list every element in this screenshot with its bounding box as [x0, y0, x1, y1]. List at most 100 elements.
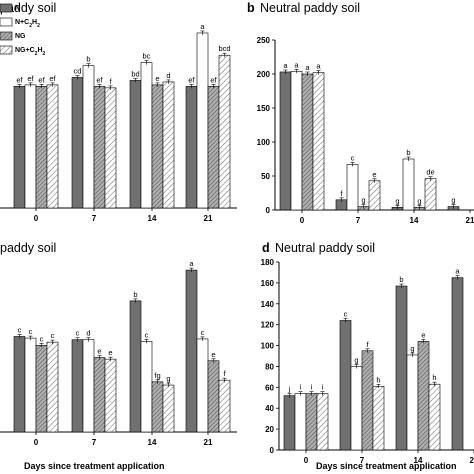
panel-d-title: Neutral paddy soil [275, 241, 375, 255]
x-tick-label-d: 7 [360, 456, 365, 465]
bar-c-n-day0 [13, 336, 26, 433]
x-tick-label-d: 14 [414, 456, 423, 465]
y-tick-label-d: 100 [261, 342, 275, 351]
x-tick-label-a: 0 [34, 214, 39, 223]
bar-b-ng-c2h2-day0 [312, 72, 325, 211]
bar-d-ng-c2h2-day7 [372, 385, 385, 451]
bar-c-ng-day14 [151, 381, 164, 433]
x-tick-label-c: 0 [34, 438, 39, 447]
significance-letter-a: d [166, 71, 170, 80]
significance-letter-a: f [109, 77, 112, 86]
bar-a-ng-day14 [151, 84, 164, 209]
bar-c-ng-c2h2-day14 [162, 384, 175, 433]
legend-label-n-c2h2: N+C2H2 [15, 19, 40, 29]
legend-swatch-ng [0, 31, 13, 41]
y-tick-label-d: 20 [265, 425, 274, 434]
significance-letter-b: g [395, 196, 399, 205]
significance-letter-d: a [455, 267, 460, 276]
significance-letter-c: f [223, 369, 226, 378]
significance-letter-a: ef [96, 75, 103, 84]
significance-letter-d: i [311, 383, 313, 392]
x-tick-label-b: 21 [466, 216, 474, 225]
y-tick-label-b: 150 [257, 104, 271, 113]
bar-d-ng-c2h2-day0 [316, 393, 329, 451]
bar-c-n-day7 [71, 339, 84, 433]
significance-letter-b: a [283, 61, 288, 70]
y-tick-label-b: 50 [261, 172, 270, 181]
significance-letter-a: bd [131, 69, 139, 78]
legend: N N+C2H2 NG NG+C2H2 [0, 3, 46, 57]
x-tick-label-a: 21 [204, 214, 213, 223]
bar-c-ng-day7 [93, 357, 106, 433]
significance-letter-c: e [108, 348, 112, 357]
bar-d-n-day21 [451, 277, 464, 451]
bar-d-n-c2h2-day14 [406, 354, 419, 451]
significance-letter-d: f [366, 340, 369, 349]
x-axis-title-left: Days since treatment application [24, 461, 165, 471]
y-tick-label-b: 250 [257, 36, 271, 45]
bar-a-ng-c2h2-day21 [218, 54, 231, 209]
bar-a-ng-c2h2-day14 [162, 81, 175, 209]
bar-d-ng-day0 [305, 393, 318, 451]
bar-d-n-day0 [283, 395, 296, 451]
x-tick-label-c: 21 [204, 438, 213, 447]
bar-d-ng-day14 [417, 341, 430, 451]
legend-label-n: N [15, 5, 20, 12]
significance-letter-c: a [189, 259, 194, 268]
significance-letter-c: c [201, 328, 205, 337]
significance-letter-c: c [40, 334, 44, 343]
y-tick-label-b: 0 [266, 206, 271, 215]
significance-letter-b: f [340, 189, 343, 198]
significance-letter-d: e [421, 330, 425, 339]
bar-b-n-c2h2-day14 [402, 158, 415, 211]
significance-letter-a: ef [38, 75, 45, 84]
x-tick-label-c: 14 [148, 438, 157, 447]
y-tick-label-d: 0 [270, 446, 275, 455]
panel-d-letter: d [262, 241, 270, 255]
significance-letter-a: ef [188, 75, 195, 84]
bar-d-n-day7 [339, 320, 352, 451]
y-tick-label-d: 160 [261, 279, 275, 288]
bar-d-n-c2h2-day0 [294, 393, 307, 451]
bar-a-ng-c2h2-day0 [46, 84, 59, 209]
bar-c-ng-c2h2-day7 [104, 358, 117, 433]
bar-a-n-day0 [13, 86, 26, 209]
bar-c-ng-c2h2-day0 [46, 341, 59, 433]
bar-b-ng-c2h2-day14 [424, 178, 437, 211]
bar-a-n-day14 [129, 80, 142, 209]
significance-letter-b: g [361, 196, 365, 205]
y-tick-label-d: 140 [261, 300, 275, 309]
significance-letter-b: a [316, 62, 321, 71]
significance-letter-d: i [300, 383, 302, 392]
y-tick-label-d: 40 [265, 404, 274, 413]
significance-letter-c: e [211, 350, 215, 359]
panel-a-title: paddy soil [0, 1, 56, 15]
bar-c-n-c2h2-day21 [196, 338, 209, 433]
x-tick-label-a: 7 [92, 214, 97, 223]
y-tick-label-b: 100 [257, 138, 271, 147]
y-tick-label-d: 60 [265, 383, 274, 392]
significance-letter-d: i [322, 383, 324, 392]
significance-letter-b: a [294, 60, 299, 69]
bar-c-ng-day21 [207, 360, 220, 433]
bar-b-ng-c2h2-day7 [368, 180, 381, 211]
significance-letter-b: g [451, 196, 455, 205]
significance-letter-c: c [76, 329, 80, 338]
x-tick-label-b: 14 [410, 216, 419, 225]
significance-letter-d: h [376, 375, 380, 384]
bar-c-ng-c2h2-day21 [218, 379, 231, 433]
significance-letter-c: c [18, 325, 22, 334]
significance-letter-b: c [351, 153, 355, 162]
y-tick-label-d: 80 [265, 362, 274, 371]
legend-swatch-n [0, 3, 13, 13]
bar-a-ng-day21 [207, 86, 220, 209]
bar-b-n-c2h2-day7 [346, 164, 359, 211]
panel-b-letter: b [247, 1, 255, 15]
significance-letter-a: ef [16, 75, 23, 84]
bar-a-ng-c2h2-day7 [104, 87, 117, 209]
x-tick-label-c: 7 [92, 438, 97, 447]
panel-b-title: Neutral paddy soil [260, 1, 360, 15]
significance-letter-c: d [86, 329, 90, 338]
bar-b-n-c2h2-day0 [290, 70, 303, 211]
bar-c-n-c2h2-day14 [140, 341, 153, 433]
